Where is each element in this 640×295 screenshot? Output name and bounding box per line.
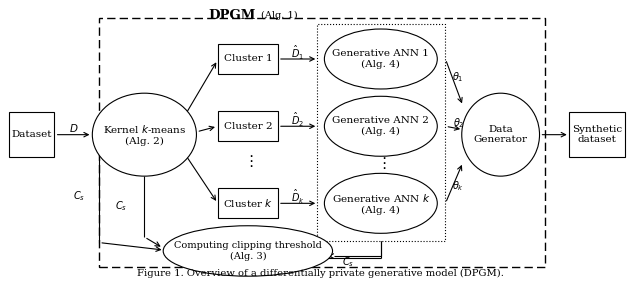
Text: Kernel $k$-means
(Alg. 2): Kernel $k$-means (Alg. 2) xyxy=(102,123,186,146)
FancyBboxPatch shape xyxy=(218,188,278,219)
Text: Cluster 2: Cluster 2 xyxy=(223,122,272,131)
Text: $\vdots$: $\vdots$ xyxy=(376,155,386,171)
Text: $\hat{D}_2$: $\hat{D}_2$ xyxy=(291,111,305,129)
Text: (Alg. 1): (Alg. 1) xyxy=(261,11,298,20)
Text: Figure 1. Overview of a differentially private generative model (DPGM).: Figure 1. Overview of a differentially p… xyxy=(136,268,504,278)
Ellipse shape xyxy=(324,29,437,89)
Text: Cluster $k$: Cluster $k$ xyxy=(223,197,273,209)
Text: Dataset: Dataset xyxy=(12,130,52,139)
Ellipse shape xyxy=(324,96,437,156)
Ellipse shape xyxy=(92,93,196,176)
Text: $C_s$: $C_s$ xyxy=(342,255,355,269)
Text: $\hat{D}_k$: $\hat{D}_k$ xyxy=(291,188,305,206)
Ellipse shape xyxy=(324,173,437,233)
Text: $\hat{D}_1$: $\hat{D}_1$ xyxy=(291,44,305,62)
FancyBboxPatch shape xyxy=(569,112,625,157)
Text: Generative ANN 2
(Alg. 4): Generative ANN 2 (Alg. 4) xyxy=(332,117,429,136)
Text: Generative ANN 1
(Alg. 4): Generative ANN 1 (Alg. 4) xyxy=(332,49,429,69)
Text: $\theta_2$: $\theta_2$ xyxy=(453,117,465,130)
Text: Computing clipping threshold
(Alg. 3): Computing clipping threshold (Alg. 3) xyxy=(174,241,322,261)
Text: $\theta_k$: $\theta_k$ xyxy=(452,179,464,193)
Text: DPGM: DPGM xyxy=(209,9,256,22)
Text: $C_s$: $C_s$ xyxy=(73,189,85,203)
Text: Cluster 1: Cluster 1 xyxy=(223,55,272,63)
Text: Synthetic
dataset: Synthetic dataset xyxy=(572,125,622,144)
FancyBboxPatch shape xyxy=(218,111,278,141)
Text: Data
Generator: Data Generator xyxy=(474,125,527,144)
Ellipse shape xyxy=(163,226,333,276)
FancyBboxPatch shape xyxy=(218,44,278,74)
Text: $\theta_1$: $\theta_1$ xyxy=(452,71,464,84)
Text: $C_s$: $C_s$ xyxy=(115,199,127,213)
Text: Generative ANN $k$
(Alg. 4): Generative ANN $k$ (Alg. 4) xyxy=(332,192,430,214)
Ellipse shape xyxy=(461,93,540,176)
FancyBboxPatch shape xyxy=(9,112,54,157)
Text: $D$: $D$ xyxy=(68,122,78,134)
Text: $\vdots$: $\vdots$ xyxy=(243,153,253,169)
